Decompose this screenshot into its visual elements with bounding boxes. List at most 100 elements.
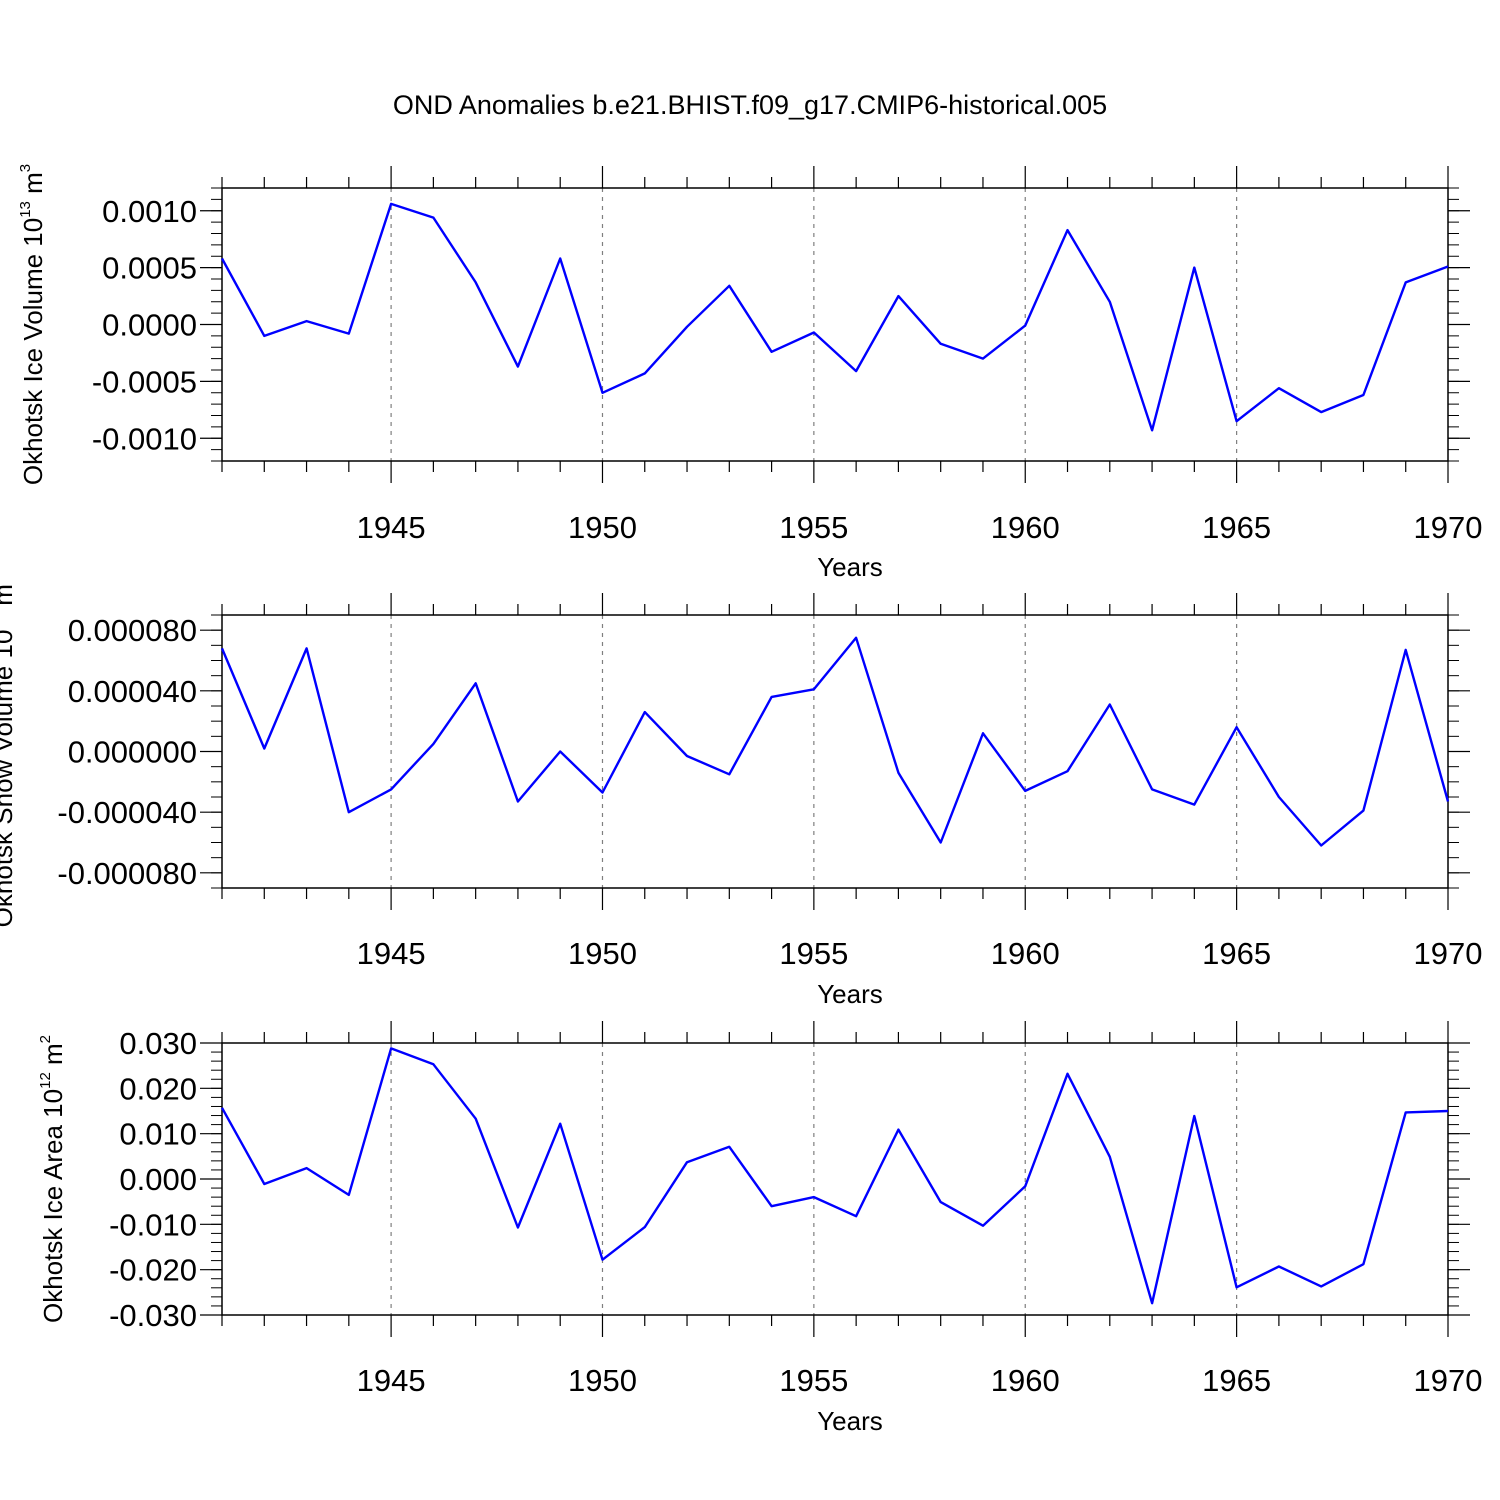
data-point xyxy=(306,320,308,322)
data-point xyxy=(475,1118,477,1120)
data-point xyxy=(559,751,561,753)
data-point xyxy=(1193,267,1195,269)
data-point xyxy=(813,1196,815,1198)
data-point xyxy=(601,791,603,793)
x-tick-label: 1945 xyxy=(357,936,426,971)
x-tick-label: 1950 xyxy=(568,936,637,971)
data-point xyxy=(644,1226,646,1228)
data-point xyxy=(517,366,519,368)
data-point xyxy=(1362,394,1364,396)
data-point xyxy=(644,711,646,713)
data-point xyxy=(475,682,477,684)
data-point xyxy=(855,1215,857,1217)
data-point xyxy=(644,372,646,374)
data-point xyxy=(728,1146,730,1148)
data-point xyxy=(686,1161,688,1163)
y-tick-label: 0.0010 xyxy=(102,194,197,229)
y-tick-label: 0.010 xyxy=(119,1117,197,1152)
data-point xyxy=(728,285,730,287)
data-point xyxy=(1109,703,1111,705)
y-tick-label: 0.0005 xyxy=(102,251,197,286)
data-point xyxy=(1447,265,1449,267)
data-point xyxy=(855,637,857,639)
data-point xyxy=(771,1205,773,1207)
x-tick-label: 1965 xyxy=(1202,936,1271,971)
x-tick-label: 1950 xyxy=(568,510,637,545)
data-point xyxy=(348,811,350,813)
data-point xyxy=(897,295,899,297)
y-axis-label: Okhotsk Ice Volume 1013 m3 xyxy=(17,164,48,485)
data-point xyxy=(1447,1110,1449,1112)
data-point xyxy=(517,1227,519,1229)
data-point xyxy=(1151,788,1153,790)
x-tick-label: 1955 xyxy=(779,1363,848,1398)
y-tick-label: -0.010 xyxy=(109,1207,197,1242)
x-tick-label: 1960 xyxy=(991,510,1060,545)
data-point xyxy=(771,696,773,698)
data-point xyxy=(601,1259,603,1261)
series-line xyxy=(220,202,1449,432)
data-point xyxy=(813,688,815,690)
y-tick-label: -0.0005 xyxy=(92,364,197,399)
x-tick-label: 1960 xyxy=(991,936,1060,971)
x-tick-label: 1945 xyxy=(357,1363,426,1398)
data-point xyxy=(771,351,773,353)
data-point xyxy=(1067,229,1069,231)
x-tick-label: 1970 xyxy=(1414,510,1483,545)
y-tick-label: 0.0000 xyxy=(102,308,197,343)
chart-panel-1: 0.0010 0.0005 0.0000 -0.0005 -0.0010 1945 1950… xyxy=(17,164,1482,582)
data-point xyxy=(306,1167,308,1169)
data-point xyxy=(263,335,265,337)
y-axis-label: Okhotsk Ice Area 1012 m2 xyxy=(37,1035,68,1323)
data-point xyxy=(940,1201,942,1203)
x-tick-label: 1945 xyxy=(357,510,426,545)
data-point xyxy=(855,370,857,372)
data-point xyxy=(263,747,265,749)
data-point xyxy=(390,788,392,790)
x-tick-label: 1955 xyxy=(779,936,848,971)
data-point xyxy=(1109,301,1111,303)
y-tick-label: 0.000000 xyxy=(68,735,197,770)
data-point xyxy=(982,358,984,360)
x-tick-label: 1970 xyxy=(1414,936,1483,971)
x-axis-label: Years xyxy=(817,1406,883,1436)
data-point xyxy=(221,1107,223,1109)
data-point xyxy=(559,258,561,260)
chart-panel-3: 0.030 0.020 0.010 0.000 -0.010 -0.020 -0.030 19… xyxy=(37,1021,1482,1436)
y-tick-label: -0.0010 xyxy=(92,421,197,456)
data-point xyxy=(1236,1286,1238,1288)
y-tick-label: 0.000 xyxy=(119,1162,197,1197)
data-point xyxy=(897,1129,899,1131)
data-point xyxy=(1320,845,1322,847)
plot-frame xyxy=(221,187,1449,462)
data-point xyxy=(1320,411,1322,413)
data-point xyxy=(432,743,434,745)
data-point xyxy=(813,331,815,333)
data-point xyxy=(1151,429,1153,431)
x-axis-label: Years xyxy=(817,552,883,582)
data-point xyxy=(1193,1115,1195,1117)
data-point xyxy=(1405,281,1407,283)
data-point xyxy=(601,392,603,394)
data-point xyxy=(559,1123,561,1125)
x-axis-label: Years xyxy=(817,979,883,1009)
y-axis-label: Okhotsk Snow Volume 1013 m3 xyxy=(0,576,18,928)
series-line xyxy=(220,1047,1449,1305)
data-point xyxy=(1362,810,1364,812)
y-tick-label: 0.000080 xyxy=(68,613,197,648)
data-point xyxy=(686,755,688,757)
data-point xyxy=(897,772,899,774)
y-tick-label: -0.030 xyxy=(109,1298,197,1333)
y-tick-label: 0.030 xyxy=(119,1026,197,1061)
data-point xyxy=(1024,1185,1026,1187)
data-point xyxy=(263,1183,265,1185)
data-point xyxy=(390,203,392,205)
data-point xyxy=(306,647,308,649)
x-tick-label: 1950 xyxy=(568,1363,637,1398)
data-point xyxy=(1447,801,1449,803)
data-point xyxy=(1405,1111,1407,1113)
data-point xyxy=(686,326,688,328)
data-point xyxy=(1193,804,1195,806)
